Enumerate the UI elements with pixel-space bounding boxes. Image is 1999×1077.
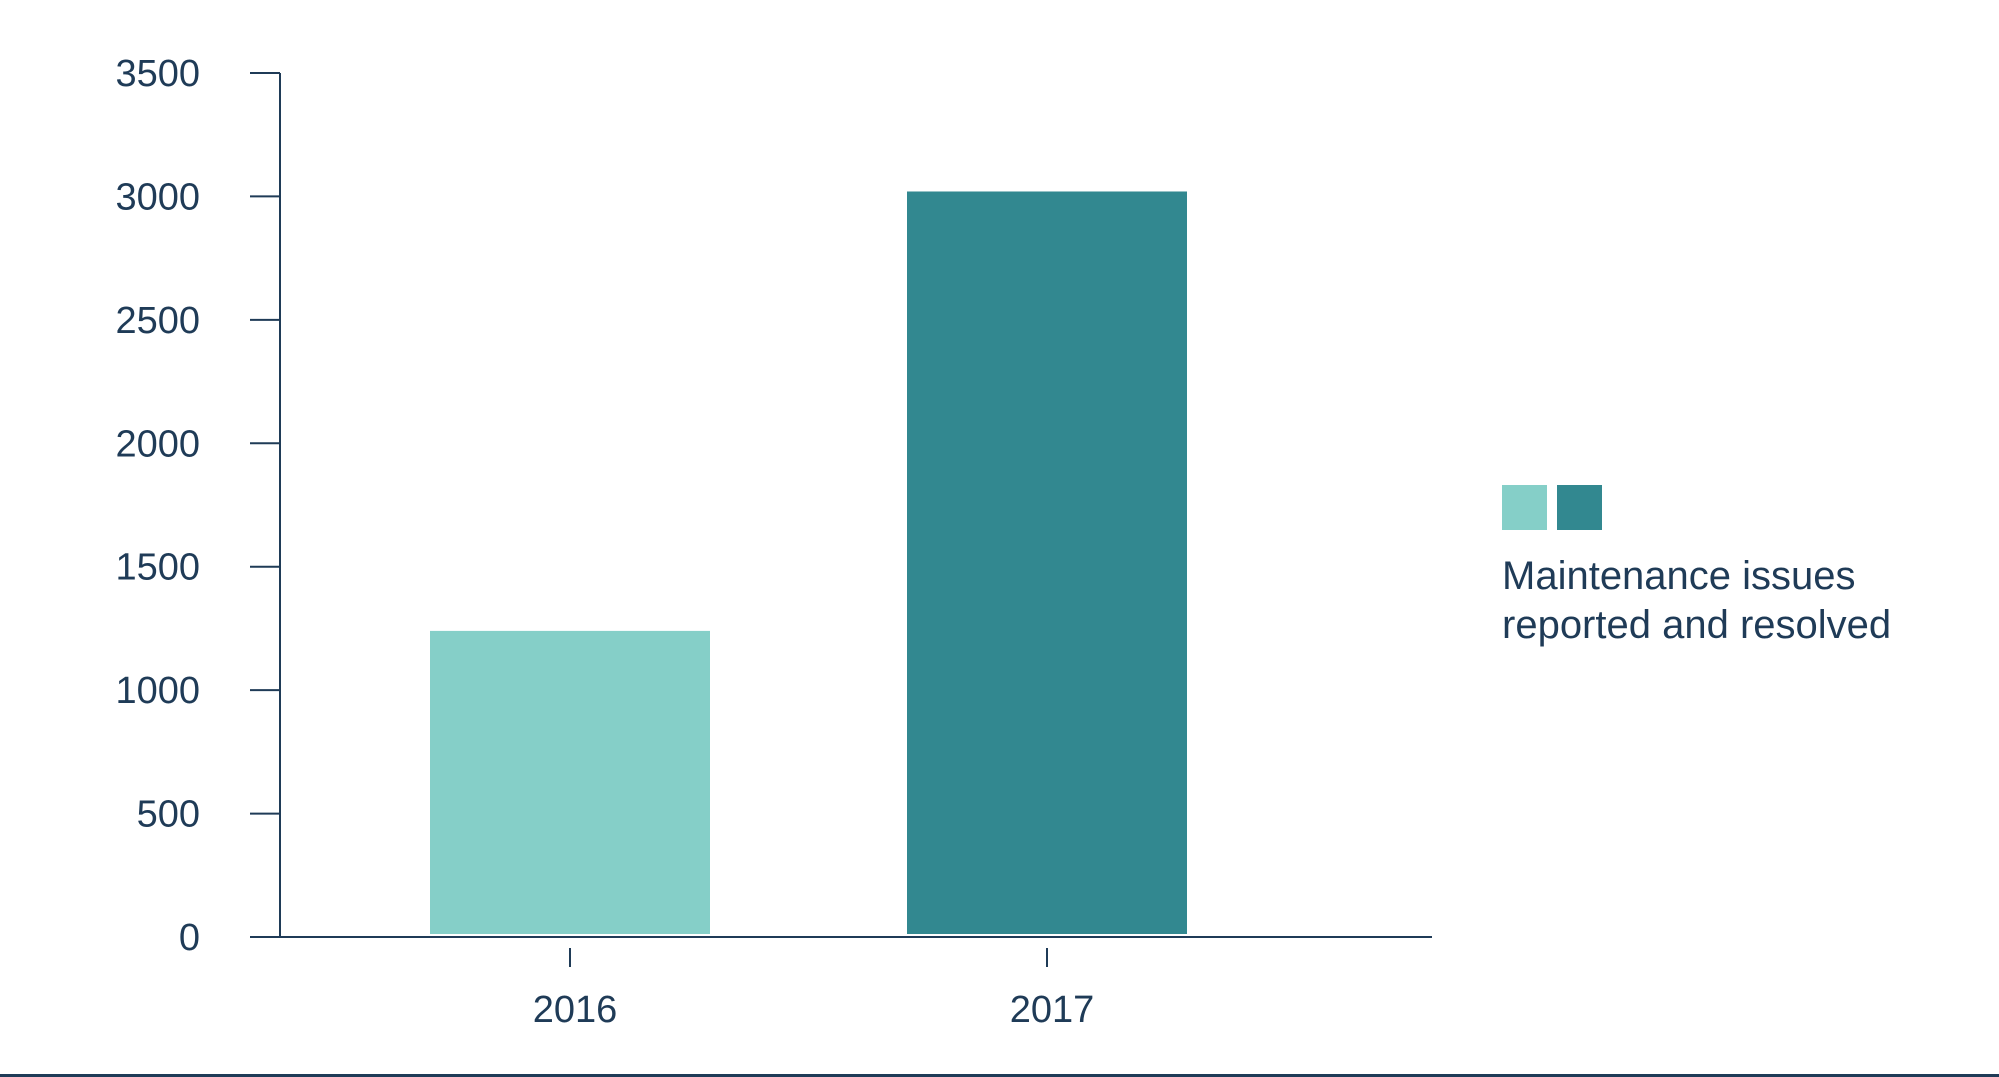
y-tick-label-2500: 2500 [115, 300, 200, 342]
y-tick-label-0: 0 [179, 917, 200, 959]
bars-group [430, 191, 1187, 934]
legend-label-line-1: Maintenance issues [1502, 554, 1856, 598]
y-tick-label-500: 500 [137, 794, 200, 836]
x-tick-label-2017: 2017 [1010, 989, 1095, 1031]
footer-divider [0, 1074, 1999, 1077]
x-tick-label-2016: 2016 [533, 989, 618, 1031]
y-tick-label-1000: 1000 [115, 670, 200, 712]
y-tick-label-2000: 2000 [115, 423, 200, 465]
y-tick-label-1500: 1500 [115, 547, 200, 589]
legend-swatch-light [1502, 485, 1547, 530]
legend-label-line-2: reported and resolved [1502, 603, 1891, 647]
legend: Maintenance issues reported and resolved [1502, 485, 1891, 647]
bar-2017 [907, 191, 1187, 934]
bar-2016 [430, 630, 710, 934]
legend-swatch-dark [1557, 485, 1602, 530]
y-tick-label-3000: 3000 [115, 176, 200, 218]
y-axis-ticks: 0 500 1000 1500 2000 2500 3000 3500 [115, 53, 280, 959]
x-axis-ticks: 2016 2017 [533, 948, 1095, 1031]
y-tick-label-3500: 3500 [115, 53, 200, 95]
